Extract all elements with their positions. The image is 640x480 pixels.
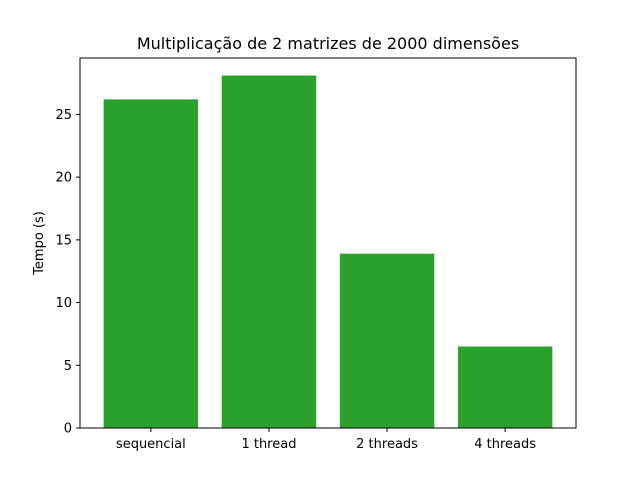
chart-title: Multiplicação de 2 matrizes de 2000 dime… xyxy=(137,34,519,53)
y-axis-label: Tempo (s) xyxy=(32,211,47,276)
x-tick-label: 4 threads xyxy=(474,437,536,452)
bar-4 xyxy=(457,346,553,428)
y-tick-label: 10 xyxy=(55,296,72,311)
bars-group xyxy=(103,75,553,428)
y-tick-label: 0 xyxy=(64,422,72,437)
y-tick-label: 25 xyxy=(55,108,72,123)
x-axis: sequencial 1 thread 2 threads 4 threads xyxy=(116,428,536,452)
y-axis: 0 5 10 15 20 25 xyxy=(55,108,80,437)
y-tick-label: 15 xyxy=(55,233,72,248)
bar-3 xyxy=(339,253,435,428)
y-tick-label: 20 xyxy=(55,171,72,186)
bar-1 xyxy=(103,99,199,428)
y-tick-label: 5 xyxy=(64,359,72,374)
x-tick-label: 1 thread xyxy=(241,437,296,452)
x-tick-label: 2 threads xyxy=(356,437,418,452)
x-tick-label: sequencial xyxy=(116,437,186,452)
plot-frame xyxy=(79,57,577,429)
bar-2 xyxy=(221,75,317,428)
